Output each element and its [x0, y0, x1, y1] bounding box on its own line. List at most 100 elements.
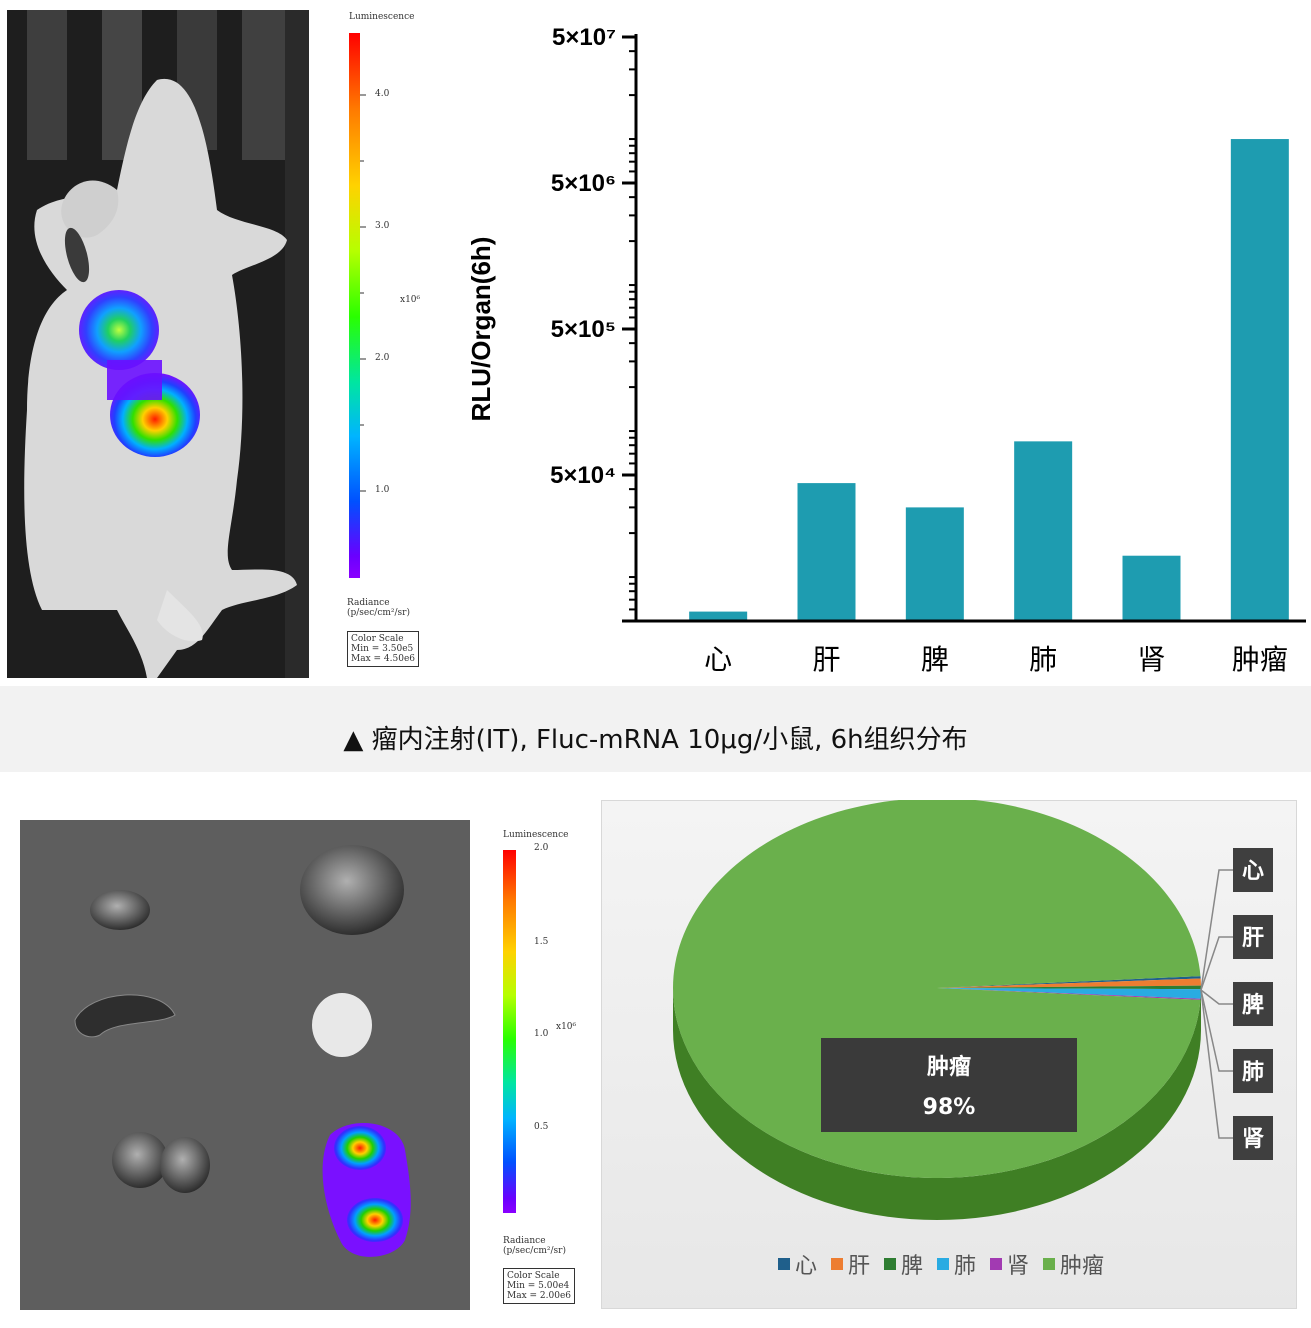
liver-organ	[300, 845, 404, 935]
pie-organ-label: 肝	[1242, 926, 1264, 951]
colorbar-ticks	[360, 33, 368, 578]
mouse-photo	[7, 10, 309, 678]
colorbar-gradient	[349, 33, 360, 578]
pie-organ-label: 肾	[1242, 1127, 1264, 1152]
kidney-organ	[112, 1132, 168, 1188]
color-scale-label: Color Scale	[351, 634, 404, 644]
y-axis-label: RLU/Organ(6h)	[466, 237, 496, 422]
pie-leader-line	[1200, 869, 1233, 991]
legend-item: 肺	[937, 1248, 976, 1280]
legend-item: 肝	[830, 1248, 870, 1280]
colorbar-unit-label: Radiance	[503, 1236, 546, 1246]
pie-leader-line	[1200, 989, 1233, 1139]
pie-organ-label-box	[1233, 1116, 1273, 1160]
colorbar-exponent: x10⁶	[400, 295, 421, 305]
pie-organ-label-box	[1233, 982, 1273, 1026]
y-tick-label: 5×10⁵	[551, 316, 616, 343]
legend-label: 肿瘤	[1060, 1254, 1105, 1279]
pie-organ-label: 心	[1242, 859, 1264, 884]
pie-slice	[937, 976, 1201, 988]
legend-item: 心	[777, 1248, 817, 1280]
legend-swatch	[1043, 1258, 1056, 1270]
x-tick-label: 肾	[1137, 643, 1165, 676]
pie-slice	[937, 978, 1201, 988]
colorbar-tick-label: 1.0	[375, 485, 390, 495]
x-tick-label: 肿瘤	[1232, 643, 1288, 676]
colorbar-exponent: x10⁶	[556, 1022, 577, 1032]
pie-organ-label-box	[1233, 1049, 1273, 1093]
legend-label: 肺	[954, 1254, 977, 1279]
heart-organ	[90, 890, 150, 930]
pie-data-label-name: 肿瘤	[927, 1054, 971, 1080]
pie-leader-line	[1200, 936, 1233, 991]
colorbar-title: Luminescence	[349, 12, 415, 22]
bar	[905, 507, 964, 620]
color-scale-label: Color Scale	[507, 1271, 560, 1281]
legend-swatch	[990, 1258, 1003, 1270]
kidney-organ	[160, 1137, 210, 1193]
pie-organ-label-box	[1233, 848, 1273, 892]
colorbar-unit: (p/sec/cm²/sr)	[503, 1246, 566, 1256]
legend-label: 肾	[1007, 1254, 1030, 1279]
caption-band	[0, 686, 1311, 772]
bar	[1122, 555, 1181, 620]
legend-swatch	[777, 1258, 790, 1270]
organ-photo	[20, 820, 470, 1310]
bar	[1230, 139, 1289, 620]
y-tick-label: 5×10⁶	[551, 170, 616, 197]
pie-slice	[937, 988, 1201, 999]
organ-luminescence-image	[20, 820, 470, 1310]
colorbar-tick-label: 2.0	[534, 843, 549, 853]
legend-swatch	[830, 1258, 843, 1270]
pie-leader-line	[1200, 989, 1233, 1005]
colorbar-tick-label: 1.5	[534, 937, 549, 947]
x-tick-label: 肝	[812, 643, 840, 676]
bar-chart: RLU/Organ(6h) 5×10⁴ 5×10⁵ 5×10⁶ 5×10⁷ 心 肝 脾 肺 肾…	[466, 24, 1306, 676]
bar	[1014, 441, 1073, 620]
colorbar-tick-label: 0.5	[534, 1122, 549, 1132]
x-tick-label: 肺	[1029, 643, 1057, 676]
legend-item: 肿瘤	[1043, 1248, 1104, 1280]
pie-slice	[937, 988, 1201, 1000]
colorbar-tick-label: 4.0	[375, 89, 390, 99]
color-scale-min: Min = 5.00e4	[507, 1281, 570, 1291]
color-scale-box: Color Scale Min = 5.00e4 Max = 2.00e6	[503, 1268, 576, 1304]
color-scale-min: Min = 3.50e5	[351, 644, 414, 654]
pie-depth	[673, 988, 1201, 1220]
pie-legend: 心 肝 脾 肺 肾 肿瘤	[601, 1248, 1295, 1280]
y-tick-label: 5×10⁴	[550, 462, 616, 489]
colorbar-title: Luminescence	[503, 830, 569, 840]
color-scale-box: Color Scale Min = 3.50e5 Max = 4.50e6	[347, 631, 420, 667]
legend-label: 心	[794, 1254, 817, 1279]
pie-data-label-value: 98%	[923, 1095, 976, 1120]
figure-caption: ▲ 瘤内注射(IT), Fluc-mRNA 10μg/小鼠, 6h组织分布	[343, 725, 968, 755]
legend-item: 脾	[883, 1248, 923, 1280]
colorbar-tick-label: 1.0	[534, 1029, 549, 1039]
x-tick-label: 心	[704, 643, 732, 676]
pie-organ-label-box	[1233, 915, 1273, 959]
pie-organ-label: 脾	[1242, 993, 1264, 1018]
colorbar-unit: (p/sec/cm²/sr)	[347, 608, 410, 618]
colorbar-tick-label: 3.0	[375, 221, 390, 231]
pie-data-label-box	[821, 1038, 1077, 1132]
bar	[797, 483, 856, 620]
legend-swatch	[883, 1258, 896, 1270]
color-scale-max: Max = 4.50e6	[351, 654, 416, 664]
legend-label: 肝	[847, 1254, 870, 1279]
bar	[689, 611, 748, 620]
mouse-luminescence-image	[7, 10, 309, 678]
colorbar-gradient	[503, 850, 516, 1213]
color-scale-max: Max = 2.00e6	[507, 1291, 572, 1301]
legend-swatch	[937, 1258, 949, 1270]
legend-label: 脾	[900, 1254, 923, 1279]
colorbar-tick-label: 2.0	[375, 353, 390, 363]
legend-item: 肾	[990, 1248, 1029, 1280]
pie-leader-line	[1200, 989, 1233, 1072]
lung-organ	[312, 993, 372, 1057]
pie-organ-label: 肺	[1242, 1060, 1264, 1085]
x-tick-label: 脾	[921, 643, 949, 676]
spleen-organ	[74, 994, 176, 1038]
y-tick-label: 5×10⁷	[552, 24, 616, 51]
colorbar-unit-label: Radiance	[347, 598, 390, 608]
